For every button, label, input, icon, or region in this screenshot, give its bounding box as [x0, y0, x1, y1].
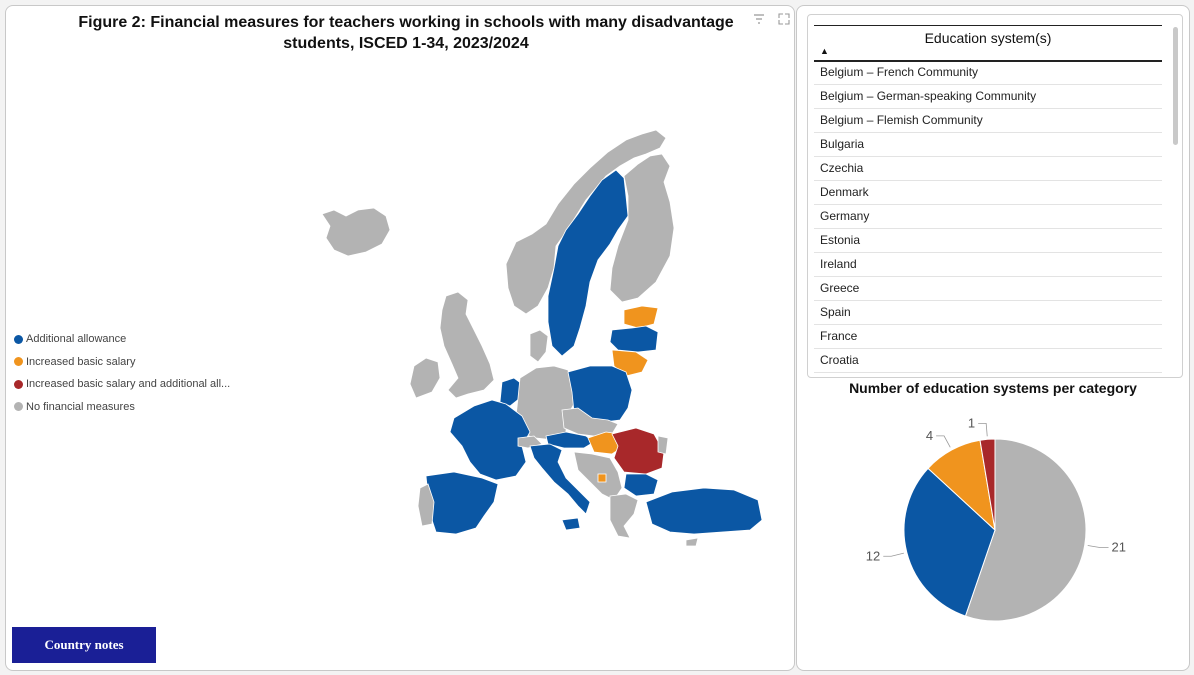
pie-data-label: 21 — [1112, 540, 1126, 555]
table-row[interactable]: Greece — [814, 277, 1162, 301]
table-row[interactable]: Denmark — [814, 181, 1162, 205]
pie-slice[interactable] — [903, 467, 996, 617]
legend-swatch — [14, 379, 23, 389]
table-row[interactable]: France — [814, 325, 1162, 349]
table-row[interactable]: Ireland — [814, 253, 1162, 277]
table-row[interactable]: Spain — [814, 301, 1162, 325]
map-region-portugal[interactable] — [417, 483, 435, 527]
map-region-norway[interactable] — [505, 129, 667, 315]
map-region-turkey[interactable] — [645, 487, 763, 535]
pie-slice[interactable] — [964, 438, 1087, 622]
map-region-romania[interactable] — [611, 427, 665, 475]
sort-ascending-icon[interactable]: ▲ — [820, 46, 829, 56]
legend-swatch — [14, 402, 23, 412]
map-region-czechia[interactable] — [561, 407, 619, 437]
map-region-finland[interactable] — [609, 153, 675, 303]
map-region-moldova[interactable] — [657, 435, 669, 455]
pie-leader-line — [1087, 545, 1109, 549]
map-region-uk[interactable] — [439, 291, 495, 399]
legend-item-allowance[interactable]: Additional allowance — [14, 328, 230, 351]
europe-map[interactable] — [6, 6, 794, 606]
legend-label: No financial measures — [26, 400, 135, 413]
table-row[interactable]: Czechia — [814, 157, 1162, 181]
legend-item-salary[interactable]: Increased basic salary — [14, 351, 230, 374]
map-region-estonia[interactable] — [623, 305, 659, 329]
table-scrollbar[interactable] — [1173, 27, 1178, 375]
table-row[interactable]: Croatia — [814, 349, 1162, 373]
table-row[interactable]: Bulgaria — [814, 133, 1162, 157]
map-region-denmark[interactable] — [529, 329, 549, 363]
pie-data-label: 4 — [926, 428, 933, 443]
map-region-latvia[interactable] — [609, 325, 659, 353]
legend-label: Increased basic salary and additional al… — [26, 378, 231, 391]
table-row[interactable]: Estonia — [814, 229, 1162, 253]
legend-label: Additional allowance — [26, 333, 127, 346]
figure-title-line1: Figure 2: Financial measures for teacher… — [78, 14, 734, 31]
filter-icon[interactable] — [752, 13, 766, 27]
figure-title: Figure 2: Financial measures for teacher… — [26, 12, 786, 54]
table-body: Belgium – French Community Belgium – Germ… — [814, 61, 1162, 373]
table-row[interactable]: Belgium – French Community — [814, 61, 1162, 85]
map-region-ireland[interactable] — [409, 357, 441, 399]
map-region-bulgaria[interactable] — [623, 473, 659, 497]
side-panel: Education system(s) ▲ Belgium – French C… — [796, 5, 1190, 671]
pie-slice[interactable] — [979, 438, 996, 531]
pie-title: Number of education systems per category — [849, 380, 1137, 396]
legend-label: Increased basic salary — [26, 355, 136, 368]
pie-leader-line — [978, 422, 988, 437]
legend-swatch — [14, 334, 23, 344]
map-region-italy[interactable] — [529, 443, 591, 515]
map-region-cyprus[interactable] — [685, 537, 699, 547]
country-notes-button[interactable]: Country notes — [12, 627, 156, 663]
map-region-sweden[interactable] — [547, 169, 629, 357]
map-panel: Figure 2: Financial measures for teacher… — [5, 5, 795, 671]
figure-title-line2: students, ISCED 1-34, 2023/2024 — [283, 35, 529, 52]
map-region-iceland[interactable] — [321, 207, 391, 257]
legend-item-none[interactable]: No financial measures — [14, 396, 230, 419]
legend-item-both[interactable]: Increased basic salary and additional al… — [14, 373, 230, 396]
table-row[interactable]: Germany — [814, 205, 1162, 229]
pie-data-label: 1 — [968, 415, 975, 430]
legend-swatch — [14, 357, 23, 367]
pie-data-label: 12 — [866, 548, 880, 563]
table-row[interactable]: Belgium – German-speaking Community — [814, 85, 1162, 109]
table-header-label: Education system(s) — [924, 30, 1052, 46]
education-systems-table: Education system(s) ▲ Belgium – French C… — [807, 14, 1183, 378]
pie-leader-line — [936, 435, 951, 448]
scrollbar-thumb[interactable] — [1173, 27, 1178, 145]
pie-chart: 21 12 4 1 — [866, 415, 1126, 622]
pie-leader-line — [883, 552, 904, 557]
map-region-greece[interactable] — [609, 493, 639, 539]
map-region-spain[interactable] — [425, 471, 499, 535]
table-header[interactable]: Education system(s) ▲ — [814, 25, 1162, 62]
expand-icon[interactable] — [777, 13, 791, 27]
table-row[interactable]: Belgium – Flemish Community — [814, 109, 1162, 133]
map-region-sicily[interactable] — [561, 517, 581, 531]
map-region-france[interactable] — [449, 399, 531, 481]
map-region-kosovo[interactable] — [597, 473, 607, 483]
map-legend: Additional allowance Increased basic sal… — [14, 328, 230, 418]
